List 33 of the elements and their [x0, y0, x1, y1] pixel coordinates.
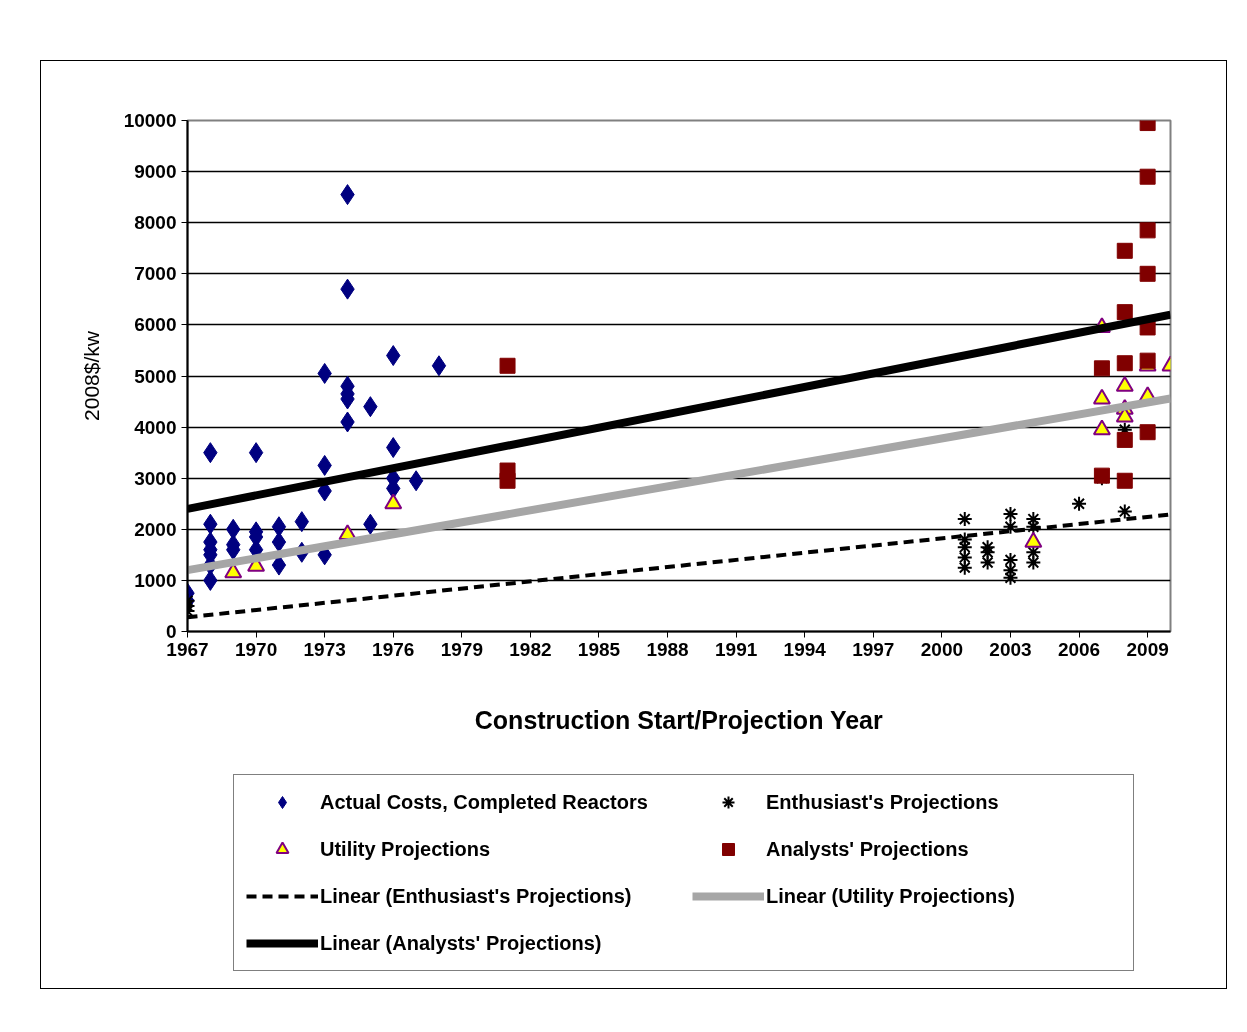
legend-label: Linear (Analysts' Projections)	[320, 930, 603, 956]
x-tick-label: 1997	[852, 638, 895, 660]
x-tick-label: 1970	[234, 638, 278, 660]
x-tick-label: 1988	[646, 638, 689, 660]
x-tick-label: 1985	[577, 638, 621, 660]
y-tick-label: 4000	[134, 416, 177, 438]
y-tick-label: 10000	[123, 110, 177, 131]
x-tick-label: 1994	[783, 638, 827, 660]
x-tick-label: 2009	[1126, 638, 1169, 660]
y-tick-label: 5000	[134, 365, 177, 387]
legend-label: Enthusiast's Projections	[766, 789, 1000, 815]
x-tick-label: 2006	[1057, 638, 1101, 660]
legend-label: Actual Costs, Completed Reactors	[320, 789, 649, 815]
x-tick-label: 1979	[440, 638, 483, 660]
x-axis-title: Construction Start/Projection Year	[474, 705, 884, 734]
x-tick-label: 2000	[920, 638, 964, 660]
x-tick-label: 1976	[372, 638, 415, 660]
legend-label: Analysts' Projections	[766, 836, 970, 862]
x-tick-label: 1991	[715, 638, 758, 660]
x-tick-label: 1973	[303, 638, 346, 660]
y-tick-label: 7000	[134, 263, 177, 285]
y-tick-label: 6000	[134, 314, 177, 336]
y-axis-title: 2008$/kw	[79, 330, 103, 421]
y-tick-label: 8000	[134, 212, 177, 234]
legend-label: Utility Projections	[320, 836, 492, 862]
legend-label: Linear (Enthusiast's Projections)	[320, 883, 633, 909]
y-tick-label: 3000	[134, 467, 177, 489]
x-tick-label: 2003	[989, 638, 1032, 660]
y-tick-label: 9000	[134, 161, 177, 183]
y-tick-label: 1000	[134, 569, 177, 591]
legend-label: Linear (Utility Projections)	[766, 883, 1016, 909]
x-tick-label: 1982	[509, 638, 552, 660]
y-tick-label: 2000	[134, 518, 177, 540]
